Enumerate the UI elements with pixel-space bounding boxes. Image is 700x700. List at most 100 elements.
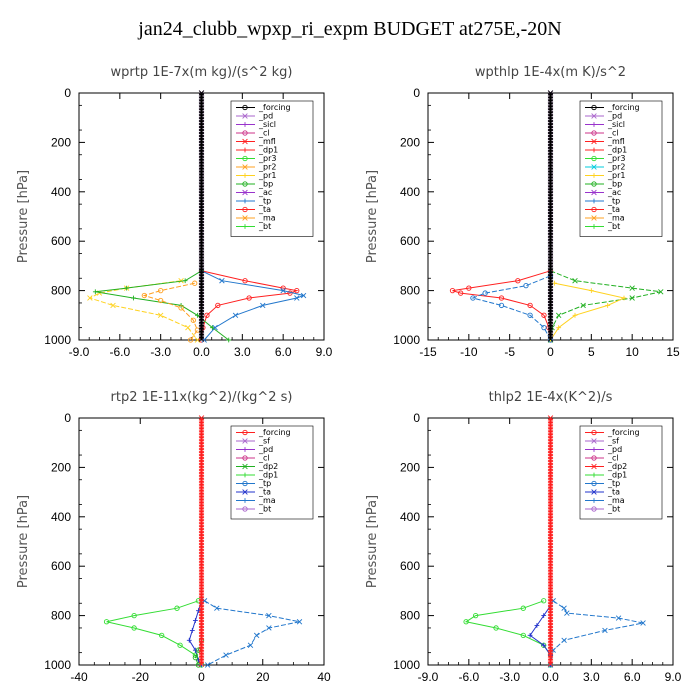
data-point — [493, 625, 499, 631]
legend-marker — [591, 104, 597, 111]
data-point — [534, 623, 540, 628]
legend-marker — [242, 104, 248, 111]
legend-marker — [242, 189, 248, 196]
data-point — [470, 295, 476, 301]
y-tick-label: 200 — [400, 135, 420, 149]
data-point — [498, 295, 505, 301]
legend-label: _pr2 — [607, 163, 625, 172]
y-tick-label: 400 — [400, 185, 420, 199]
legend-label: _ma — [258, 214, 276, 223]
data-point — [124, 285, 130, 291]
data-point — [629, 285, 635, 291]
legend-label: _dp1 — [258, 471, 278, 480]
y-tick-label: 1000 — [393, 333, 420, 347]
data-point — [131, 625, 137, 631]
x-tick-label: -3.0 — [499, 670, 520, 684]
data-point — [174, 605, 180, 611]
data-point — [472, 612, 479, 619]
x-tick-label: 3.0 — [583, 670, 600, 684]
data-point — [602, 627, 608, 634]
data-point — [187, 337, 194, 343]
data-point — [498, 302, 505, 309]
y-tick-label: 600 — [400, 234, 420, 248]
series-line — [452, 270, 551, 341]
legend-label: _cl — [258, 129, 270, 138]
data-point — [177, 642, 183, 648]
legend-marker — [591, 498, 597, 503]
data-point — [294, 295, 300, 301]
data-point — [463, 619, 469, 625]
x-tick-label: -3.0 — [150, 345, 171, 359]
data-point — [215, 302, 221, 309]
legend-label: _ta — [258, 205, 271, 214]
y-tick-label: 1000 — [393, 658, 420, 672]
data-point — [247, 642, 254, 648]
legend-label: _ta — [607, 205, 620, 214]
data-point — [131, 295, 136, 301]
series-line — [529, 605, 551, 665]
legend-label: _bp — [258, 180, 273, 189]
legend-marker — [591, 438, 597, 444]
x-tick-label: 5 — [588, 345, 595, 359]
legend-label: _bt — [258, 222, 271, 231]
legend-marker — [591, 122, 597, 127]
data-point — [190, 317, 196, 323]
data-point — [572, 312, 578, 318]
legend-marker — [591, 189, 597, 196]
x-tick-label: -6.0 — [109, 345, 130, 359]
y-tick-label: 1000 — [44, 333, 71, 347]
x-tick-label: -10 — [460, 345, 478, 359]
y-tick-label: 200 — [51, 135, 71, 149]
y-axis-label: Pressure [hPa] — [365, 495, 380, 588]
legend-label: _ma — [607, 496, 625, 505]
legend-marker — [591, 164, 597, 170]
x-tick-label: -5 — [504, 345, 515, 359]
y-axis-label: Pressure [hPa] — [365, 170, 380, 263]
legend-marker — [242, 122, 248, 127]
legend-marker — [591, 138, 597, 145]
x-tick-label: 6.0 — [624, 670, 641, 684]
data-point — [195, 312, 200, 318]
data-point — [520, 632, 526, 639]
y-tick-label: 200 — [400, 460, 420, 474]
series-line — [194, 640, 202, 666]
legend-label: _pd — [258, 112, 273, 121]
data-point — [555, 312, 562, 319]
x-tick-label: 15 — [666, 345, 680, 359]
data-point — [266, 625, 272, 631]
legend-label: _forcing — [607, 103, 640, 112]
legend-marker — [591, 429, 597, 436]
x-tick-label: -9.0 — [69, 345, 90, 359]
legend-label: _forcing — [258, 103, 291, 112]
legend-marker — [591, 147, 597, 153]
legend-label: _bt — [258, 505, 271, 514]
data-point — [658, 289, 664, 295]
legend-label: _cl — [607, 129, 619, 138]
legend-marker — [591, 447, 597, 452]
legend-label: _pr3 — [607, 154, 625, 163]
data-point — [541, 613, 547, 618]
data-point — [141, 292, 147, 299]
data-point — [192, 647, 198, 653]
legend-marker — [591, 224, 597, 229]
data-point — [232, 312, 239, 319]
x-tick-label: 10 — [625, 345, 639, 359]
legend-label: _mfl — [607, 137, 625, 146]
data-point — [482, 290, 488, 296]
x-tick-label: 40 — [317, 670, 331, 684]
legend-marker — [242, 438, 248, 444]
y-tick-label: 0 — [413, 86, 420, 100]
x-tick-label: 9.0 — [316, 345, 333, 359]
legend-marker — [591, 506, 597, 512]
data-point — [196, 608, 201, 614]
legend-label: _ac — [607, 188, 621, 197]
legend-marker — [242, 147, 248, 153]
data-point — [158, 287, 164, 294]
data-point — [158, 297, 164, 304]
legend-marker — [242, 447, 248, 452]
data-point — [186, 637, 192, 643]
legend-label: _cl — [607, 454, 619, 463]
legend-label: _dp2 — [258, 462, 278, 471]
x-tick-label: 0.0 — [193, 345, 210, 359]
data-point — [541, 312, 547, 318]
